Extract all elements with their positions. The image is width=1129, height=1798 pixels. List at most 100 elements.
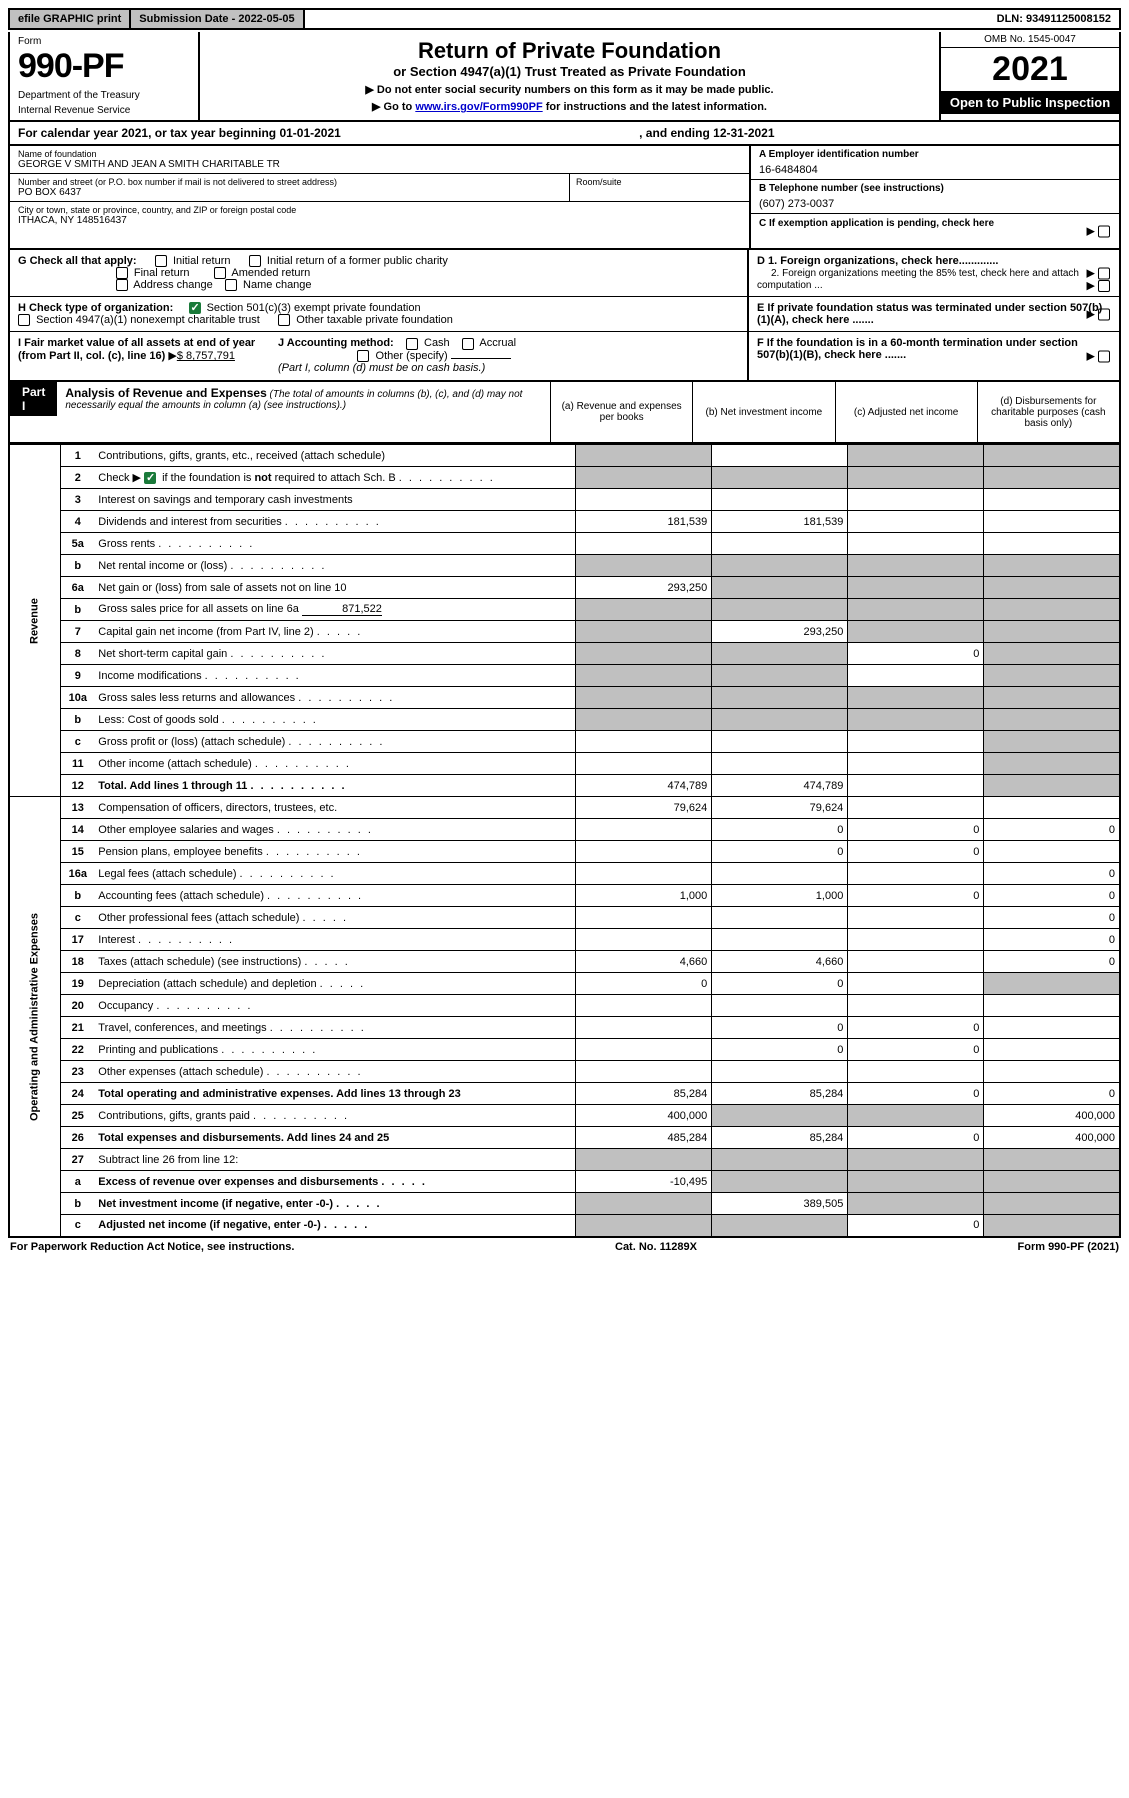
table-row: 17Interest 0 <box>9 929 1120 951</box>
j-accrual-chk[interactable] <box>462 338 474 350</box>
amount-cell <box>848 665 984 687</box>
table-row: 19Depreciation (attach schedule) and dep… <box>9 973 1120 995</box>
line-number: b <box>61 709 94 731</box>
amount-cell <box>576 929 712 951</box>
irs-label: Internal Revenue Service <box>18 105 190 116</box>
g-name-change-chk[interactable] <box>225 279 237 291</box>
amount-cell: 0 <box>712 841 848 863</box>
d1-checkbox[interactable] <box>1098 268 1110 280</box>
line-description: Pension plans, employee benefits <box>94 841 575 863</box>
amount-cell <box>712 599 848 621</box>
g1-label: Initial return <box>173 255 230 267</box>
line-description: Total. Add lines 1 through 11 <box>94 775 575 797</box>
amount-cell: 0 <box>848 1083 984 1105</box>
amount-cell <box>984 775 1120 797</box>
amount-cell <box>984 599 1120 621</box>
amount-cell <box>712 643 848 665</box>
g6-label: Name change <box>243 279 312 291</box>
room-suite: Room/suite <box>569 174 749 201</box>
c-checkbox[interactable] <box>1098 226 1110 238</box>
f-checkbox[interactable] <box>1098 351 1110 363</box>
line-description: Net rental income or (loss) <box>94 555 575 577</box>
amount-cell: 85,284 <box>576 1083 712 1105</box>
table-row: Operating and Administrative Expenses13C… <box>9 797 1120 819</box>
line-description: Net short-term capital gain <box>94 643 575 665</box>
table-row: 2Check ▶ if the foundation is not requir… <box>9 467 1120 489</box>
h-label: H Check type of organization: <box>18 302 173 314</box>
table-row: Revenue1Contributions, gifts, grants, et… <box>9 445 1120 467</box>
line-description: Interest on savings and temporary cash i… <box>94 489 575 511</box>
amount-cell: 0 <box>848 1017 984 1039</box>
part1-desc: Analysis of Revenue and Expenses (The to… <box>57 382 550 415</box>
table-row: 3Interest on savings and temporary cash … <box>9 489 1120 511</box>
amount-cell <box>848 797 984 819</box>
amount-cell: 79,624 <box>576 797 712 819</box>
j-cash-chk[interactable] <box>406 338 418 350</box>
form-header: Form 990-PF Department of the Treasury I… <box>8 32 1121 122</box>
check-left: G Check all that apply: Initial return I… <box>10 250 749 380</box>
table-row: bNet rental income or (loss) <box>9 555 1120 577</box>
id-left: Name of foundation GEORGE V SMITH AND JE… <box>10 146 749 248</box>
g-final-return-chk[interactable] <box>116 267 128 279</box>
amount-cell <box>984 841 1120 863</box>
amount-cell <box>984 1171 1120 1193</box>
schB-checkbox[interactable] <box>144 472 156 484</box>
line-number: 7 <box>61 621 94 643</box>
j3-label: Other (specify) <box>376 350 448 362</box>
amount-cell <box>848 621 984 643</box>
h-other-taxable-chk[interactable] <box>278 314 290 326</box>
form-number: 990-PF <box>18 47 190 86</box>
efile-print-button[interactable]: efile GRAPHIC print <box>10 10 131 28</box>
amount-cell <box>984 1149 1120 1171</box>
h-501c3-chk[interactable] <box>189 302 201 314</box>
line-description: Other professional fees (attach schedule… <box>94 907 575 929</box>
g-row: G Check all that apply: Initial return I… <box>10 250 747 297</box>
amount-cell <box>848 731 984 753</box>
j-other-chk[interactable] <box>357 350 369 362</box>
amount-cell <box>712 555 848 577</box>
table-row: 27Subtract line 26 from line 12: <box>9 1149 1120 1171</box>
line-number: a <box>61 1171 94 1193</box>
page-footer: For Paperwork Reduction Act Notice, see … <box>8 1238 1121 1256</box>
revenue-side-label: Revenue <box>9 445 61 797</box>
g-initial-return-chk[interactable] <box>155 255 167 267</box>
line-number: 18 <box>61 951 94 973</box>
amount-cell <box>848 489 984 511</box>
amount-cell: 400,000 <box>984 1127 1120 1149</box>
line-description: Printing and publications <box>94 1039 575 1061</box>
amount-cell <box>712 577 848 599</box>
amount-cell <box>848 995 984 1017</box>
irs-link[interactable]: www.irs.gov/Form990PF <box>415 101 542 113</box>
amount-cell <box>984 995 1120 1017</box>
amount-cell: 293,250 <box>712 621 848 643</box>
amount-cell: 0 <box>984 819 1120 841</box>
h-row: H Check type of organization: Section 50… <box>10 297 747 332</box>
d1-arrow: ▶ <box>1086 266 1113 279</box>
amount-cell: 85,284 <box>712 1083 848 1105</box>
line-description: Travel, conferences, and meetings <box>94 1017 575 1039</box>
amount-cell <box>984 1061 1120 1083</box>
amount-cell: 400,000 <box>984 1105 1120 1127</box>
e-checkbox[interactable] <box>1098 309 1110 321</box>
amount-cell: 4,660 <box>712 951 848 973</box>
g-address-change-chk[interactable] <box>116 279 128 291</box>
line-description: Taxes (attach schedule) (see instruction… <box>94 951 575 973</box>
amount-cell: 0 <box>848 1215 984 1237</box>
g-amended-chk[interactable] <box>214 267 226 279</box>
i-block: I Fair market value of all assets at end… <box>18 337 278 373</box>
amount-cell <box>712 753 848 775</box>
line-description: Gross profit or (loss) (attach schedule) <box>94 731 575 753</box>
amount-cell <box>712 1105 848 1127</box>
g-initial-former-chk[interactable] <box>249 255 261 267</box>
amount-cell <box>984 797 1120 819</box>
amount-cell <box>984 511 1120 533</box>
table-row: 15Pension plans, employee benefits 00 <box>9 841 1120 863</box>
table-row: 11Other income (attach schedule) <box>9 753 1120 775</box>
city-state-zip: ITHACA, NY 148516437 <box>18 215 741 226</box>
amount-cell <box>848 445 984 467</box>
amount-cell <box>712 1215 848 1237</box>
amount-cell <box>576 687 712 709</box>
d2-checkbox[interactable] <box>1098 280 1110 292</box>
h-4947-chk[interactable] <box>18 314 30 326</box>
addr-label: Number and street (or P.O. box number if… <box>18 177 561 187</box>
